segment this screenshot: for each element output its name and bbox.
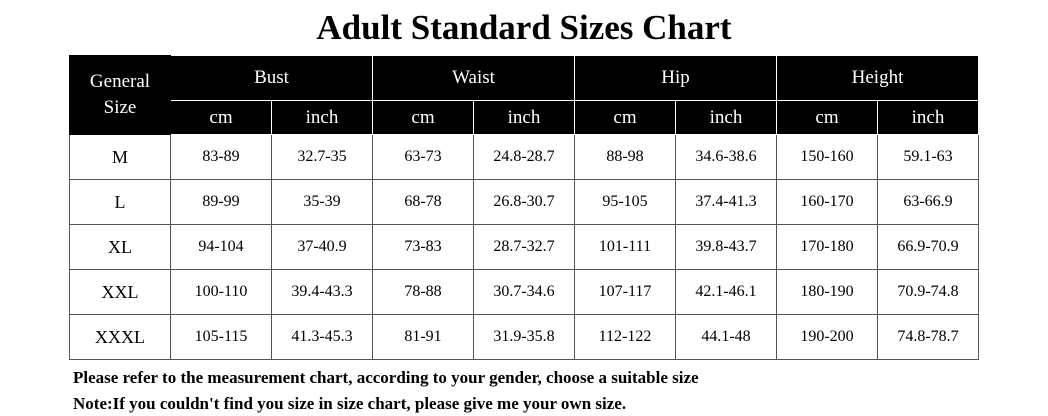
- measurement: 170-180: [776, 224, 878, 270]
- measurement: 44.1-48: [675, 314, 777, 360]
- size-label: XXXL: [69, 314, 171, 360]
- measurement: 37.4-41.3: [675, 179, 777, 225]
- measurement: 68-78: [372, 179, 474, 225]
- measurement: 89-99: [170, 179, 272, 225]
- measurement: 74.8-78.7: [877, 314, 979, 360]
- measurement: 105-115: [170, 314, 272, 360]
- measurement: 63-73: [372, 134, 474, 180]
- note: Note:If you couldn't find you size in si…: [73, 394, 627, 413]
- measurement: 42.1-46.1: [675, 269, 777, 315]
- corner-cell: General Size: [69, 55, 171, 135]
- measurement: 34.6-38.6: [675, 134, 777, 180]
- measurement: 70.9-74.8: [877, 269, 979, 315]
- unit-header: inch: [473, 100, 575, 135]
- measurement: 41.3-45.3: [271, 314, 373, 360]
- measurement: 31.9-35.8: [473, 314, 575, 360]
- measurement: 32.7-35: [271, 134, 373, 180]
- measurement: 107-117: [574, 269, 676, 315]
- measurement: 88-98: [574, 134, 676, 180]
- size-label: L: [69, 179, 171, 225]
- unit-header: cm: [372, 100, 474, 135]
- unit-header: cm: [776, 100, 878, 135]
- measurement: 150-160: [776, 134, 878, 180]
- measurement: 100-110: [170, 269, 272, 315]
- measurement: 37-40.9: [271, 224, 373, 270]
- size-table: General Size Bust Waist Hip Height cm inch cm in…: [69, 55, 979, 360]
- measurement: 63-66.9: [877, 179, 979, 225]
- header-row: General Size Bust Waist Hip Height: [69, 55, 979, 135]
- note: Please refer to the measurement chart, a…: [73, 368, 699, 387]
- measurement: 30.7-34.6: [473, 269, 575, 315]
- measurement: 26.8-30.7: [473, 179, 575, 225]
- group-header: Bust: [170, 55, 373, 101]
- unit-header: inch: [271, 100, 373, 135]
- size-row: M 83-89 32.7-35 63-73 24.8-28.7 88-98 34.6-38.…: [69, 134, 979, 180]
- size-row: XL 94-104 37-40.9 73-83 28.7-32.7 101-111 39.8…: [69, 224, 979, 270]
- measurement: 83-89: [170, 134, 272, 180]
- measurement: 112-122: [574, 314, 676, 360]
- unit-header: cm: [574, 100, 676, 135]
- measurement: 73-83: [372, 224, 474, 270]
- size-row: XXXL 105-115 41.3-45.3 81-91 31.9-35.8 112-12…: [69, 314, 979, 360]
- measurement: 35-39: [271, 179, 373, 225]
- measurement: 94-104: [170, 224, 272, 270]
- group-header: Waist: [372, 55, 575, 101]
- measurement: 39.8-43.7: [675, 224, 777, 270]
- measurement: 78-88: [372, 269, 474, 315]
- unit-row: cm inch cm inch cm inch cm inch: [70, 100, 979, 135]
- measurement: 39.4-43.3: [271, 269, 373, 315]
- measurement: 66.9-70.9: [877, 224, 979, 270]
- measurement: 59.1-63: [877, 134, 979, 180]
- measurement: 95-105: [574, 179, 676, 225]
- measurement: 81-91: [372, 314, 474, 360]
- measurement: 160-170: [776, 179, 878, 225]
- size-label: M: [69, 134, 171, 180]
- measurement: 101-111: [574, 224, 676, 270]
- title: Adult Standard Sizes Chart: [316, 8, 732, 47]
- corner-label: General Size: [89, 71, 151, 118]
- measurement: 180-190: [776, 269, 878, 315]
- size-label: XL: [69, 224, 171, 270]
- unit-header: inch: [675, 100, 777, 135]
- size-row: XXL 100-110 39.4-43.3 78-88 30.7-34.6 107-117…: [69, 269, 979, 315]
- unit-header: inch: [877, 100, 979, 135]
- measurement: 24.8-28.7: [473, 134, 575, 180]
- group-header: Height: [776, 55, 979, 101]
- size-label: XXL: [69, 269, 171, 315]
- size-row: L 89-99 35-39 68-78 26.8-30.7 95-105 37.4-41.3…: [69, 179, 979, 225]
- table-body: General Size Bust Waist Hip Height cm inch cm in…: [69, 55, 979, 360]
- measurement: 190-200: [776, 314, 878, 360]
- group-header: Hip: [574, 55, 777, 101]
- unit-header: cm: [170, 100, 272, 135]
- measurement: 28.7-32.7: [473, 224, 575, 270]
